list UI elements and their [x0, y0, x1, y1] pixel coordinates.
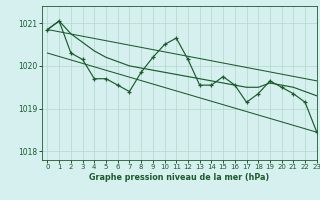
X-axis label: Graphe pression niveau de la mer (hPa): Graphe pression niveau de la mer (hPa)	[89, 173, 269, 182]
